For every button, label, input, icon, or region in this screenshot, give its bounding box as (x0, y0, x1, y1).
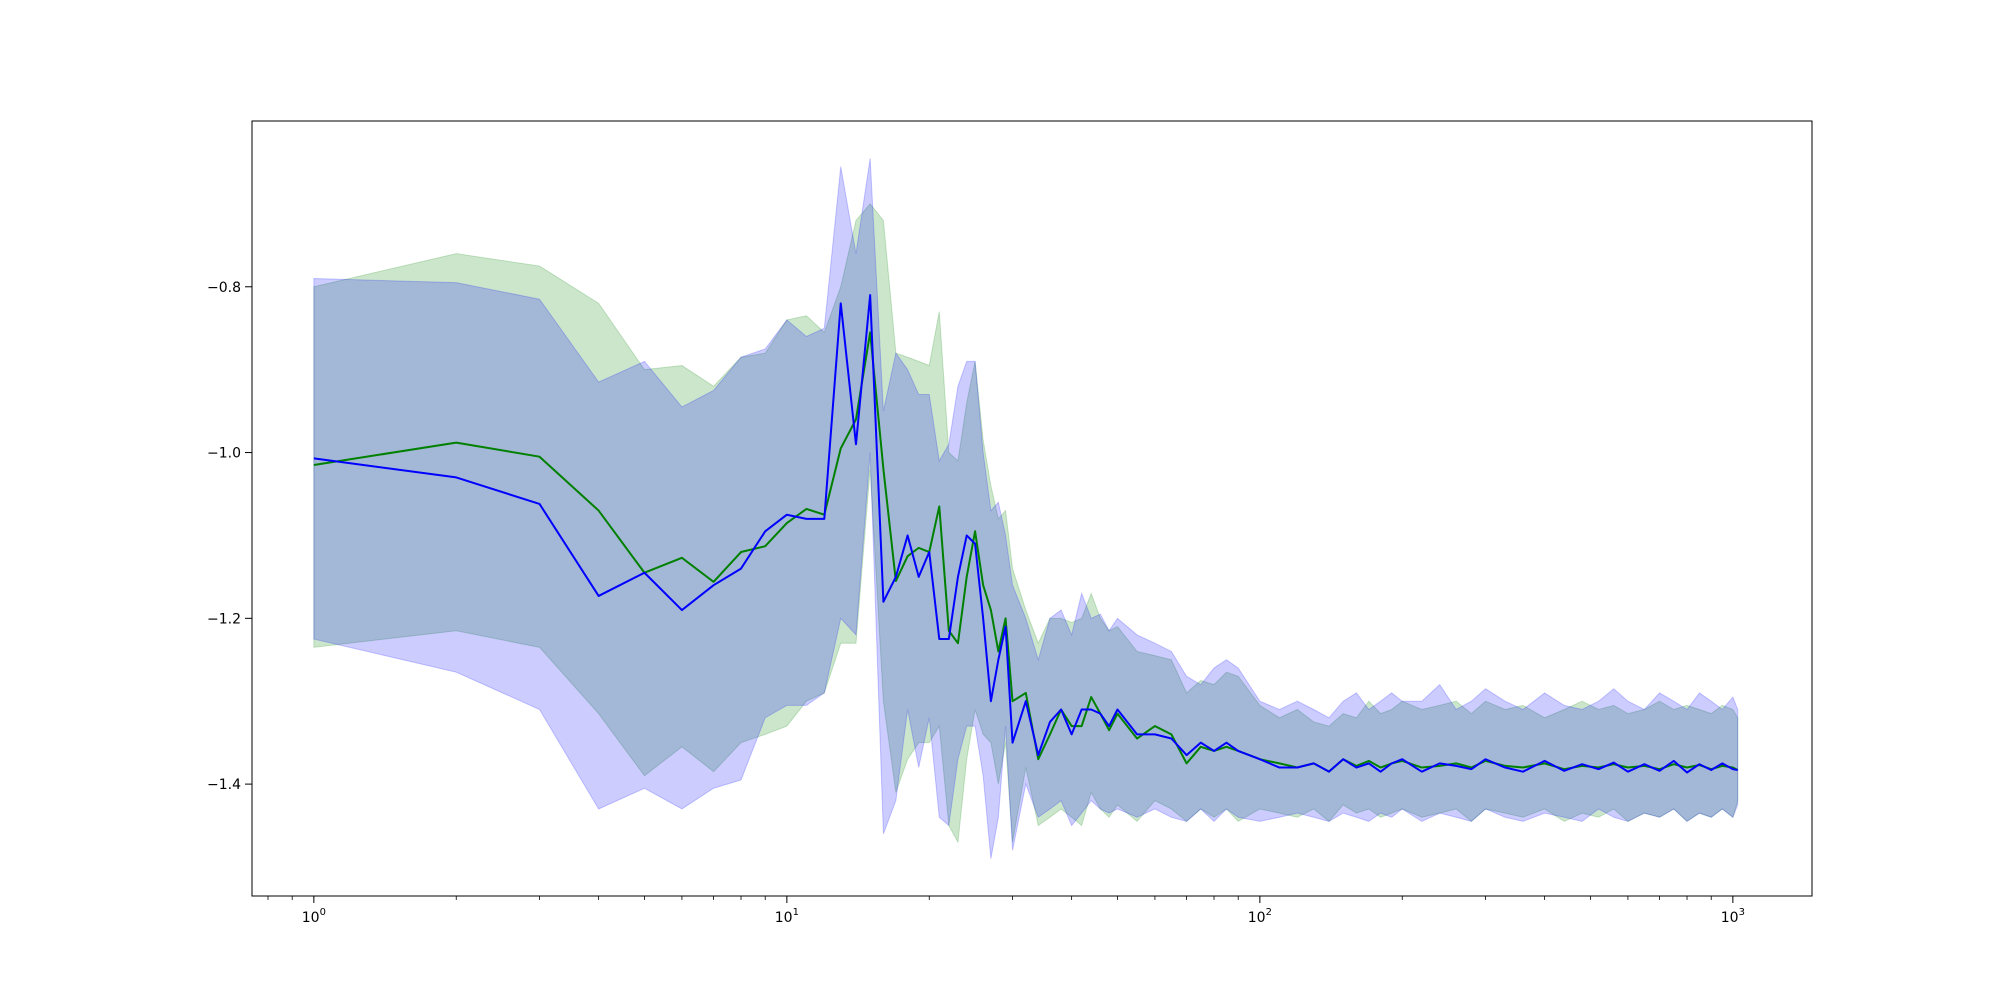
y-tick-label: −1.2 (207, 611, 241, 627)
x-tick-label: 102 (1248, 907, 1272, 926)
series-1-band (313, 203, 1739, 844)
axis-layer: 100 101 102 103 −0.8 −1.0 −1.2 −1.4 (207, 280, 1745, 926)
x-tick-label: 100 (302, 907, 326, 926)
series-2-band (313, 158, 1739, 859)
y-tick-label: −1.0 (207, 446, 241, 462)
series-2-line (313, 294, 1738, 774)
y-tick-label: −0.8 (207, 280, 241, 296)
x-tick-label: 103 (1721, 907, 1745, 926)
plot-area-frame (251, 120, 1813, 897)
series-layer (313, 158, 1739, 859)
x-tick-label: 101 (775, 907, 799, 926)
y-tick-label: −1.4 (207, 777, 241, 793)
